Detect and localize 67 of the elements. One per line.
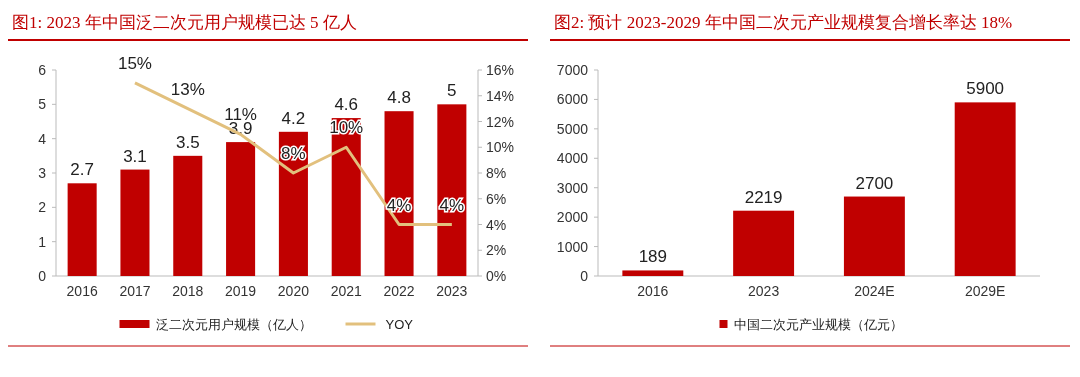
bar xyxy=(954,102,1016,276)
x-tick-label: 2020 xyxy=(277,283,310,299)
y-tick-label: 3 xyxy=(38,165,47,181)
x-tick-label: 2022 xyxy=(383,283,415,299)
data-label: 13% xyxy=(170,79,205,99)
bar xyxy=(622,270,684,276)
y-tick-label: 3000 xyxy=(556,179,589,196)
data-label: 2.7 xyxy=(70,160,94,180)
bar xyxy=(843,196,905,276)
x-tick-label: 2023 xyxy=(748,283,780,299)
y2-tick-label: 0% xyxy=(486,268,507,284)
y-tick-label: 5000 xyxy=(556,120,589,137)
chart-title: 图1: 2023 年中国泛二次元用户规模已达 5 亿人 xyxy=(12,13,357,32)
bar xyxy=(733,210,795,276)
data-label: 5 xyxy=(447,81,457,101)
y-tick-label: 4000 xyxy=(556,150,589,167)
legend-label: 泛二次元用户规模（亿人） xyxy=(155,317,312,332)
x-tick-label: 2016 xyxy=(637,283,669,299)
chart-title: 图2: 预计 2023-2029 年中国二次元产业规模复合增长率达 18% xyxy=(554,13,1013,32)
x-tick-label: 2029E xyxy=(964,283,1006,299)
data-label: 4% xyxy=(439,195,465,215)
y2-tick-label: 16% xyxy=(486,62,515,78)
y-tick-label: 0 xyxy=(580,268,589,284)
legend-label: YOY xyxy=(385,317,414,332)
legend-label: 中国二次元产业规模（亿元） xyxy=(733,317,903,332)
data-label: 3.5 xyxy=(175,132,200,152)
x-tick-label: 2024E xyxy=(854,283,895,299)
data-label: 2700 xyxy=(855,173,894,193)
data-label: 4.8 xyxy=(387,88,411,108)
bar xyxy=(437,104,467,276)
y-tick-label: 2 xyxy=(38,199,47,216)
x-tick-label: 2017 xyxy=(119,283,151,299)
y-tick-label: 1 xyxy=(38,233,47,250)
y2-tick-label: 10% xyxy=(486,139,515,156)
x-tick-label: 2023 xyxy=(436,283,468,299)
y-tick-label: 0 xyxy=(38,268,47,284)
data-label: 8% xyxy=(281,144,306,163)
bar xyxy=(120,169,150,276)
bar xyxy=(226,142,256,276)
data-label: 189 xyxy=(638,247,668,267)
y2-tick-label: 6% xyxy=(486,190,507,207)
bar xyxy=(173,155,203,276)
y-tick-label: 1000 xyxy=(556,238,589,255)
y2-tick-label: 12% xyxy=(486,113,515,130)
y-tick-label: 5 xyxy=(38,96,47,113)
x-tick-label: 2019 xyxy=(225,283,257,299)
y-tick-label: 2000 xyxy=(556,209,589,226)
bar xyxy=(384,111,414,276)
data-label: 5900 xyxy=(966,79,1005,99)
y-tick-label: 6000 xyxy=(556,91,589,108)
data-label: 4.2 xyxy=(281,108,306,128)
y2-tick-label: 8% xyxy=(486,165,507,181)
x-tick-label: 2021 xyxy=(330,283,362,299)
x-tick-label: 2018 xyxy=(172,283,204,299)
y2-tick-label: 14% xyxy=(486,87,515,104)
bar xyxy=(67,183,97,276)
y-tick-label: 4 xyxy=(38,130,47,147)
y2-tick-label: 2% xyxy=(486,242,507,259)
data-label: 2219 xyxy=(744,187,783,207)
x-tick-label: 2016 xyxy=(66,283,98,299)
data-label: 4% xyxy=(386,195,412,215)
y-tick-label: 6 xyxy=(38,62,47,78)
data-label: 3.1 xyxy=(123,146,147,166)
y-tick-label: 7000 xyxy=(556,62,589,78)
y2-tick-label: 4% xyxy=(486,216,507,233)
data-label: 15% xyxy=(117,53,152,73)
data-label: 4.6 xyxy=(334,95,359,115)
